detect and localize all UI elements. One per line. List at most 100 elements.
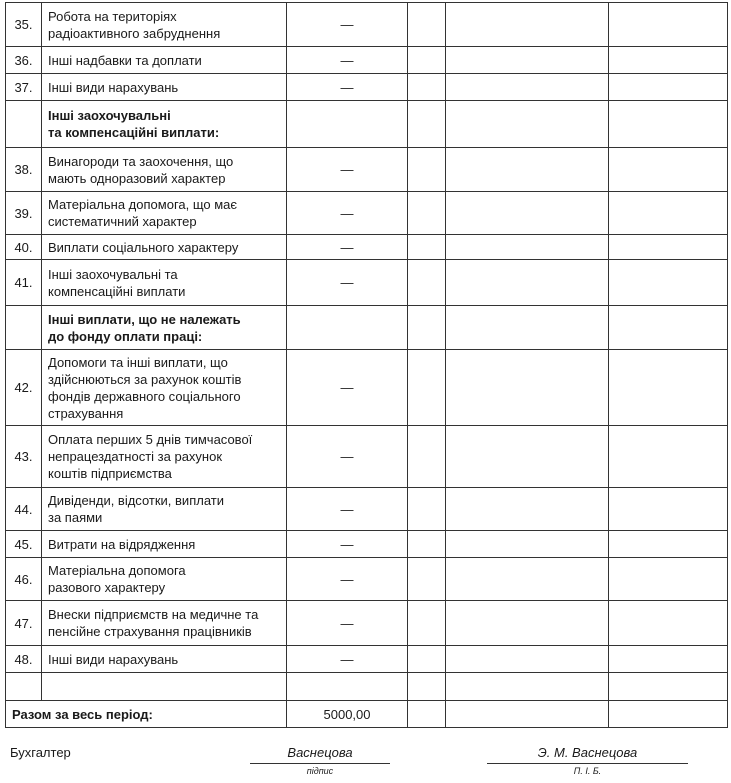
empty-cell — [407, 672, 446, 701]
empty-cell — [445, 700, 609, 728]
row-value: — — [286, 73, 408, 101]
row-value: — — [286, 191, 408, 235]
empty-cell — [445, 487, 609, 531]
empty-cell — [407, 645, 446, 673]
row-value: — — [286, 147, 408, 192]
row-value: — — [286, 530, 408, 558]
row-value: — — [286, 425, 408, 488]
total-row: Разом за весь період: 5000,00 — [5, 700, 728, 728]
row-label: Виплати соціального характеру — [41, 234, 287, 260]
empty-cell — [407, 259, 446, 306]
empty-cell — [608, 530, 728, 558]
empty-cell — [445, 234, 609, 260]
row-value: — — [286, 46, 408, 74]
name-caption: П. І. Б. — [573, 766, 602, 776]
table-row: 42. Допомоги та інші виплати, що здійснюют… — [5, 349, 728, 426]
row-number: 40. — [5, 234, 42, 260]
row-label: Інші заохочувальні та компенсаційні випла… — [41, 259, 287, 306]
name-line — [487, 763, 688, 764]
table-row: 46. Матеріальна допомога разового характер… — [5, 557, 728, 601]
row-value: — — [286, 487, 408, 531]
empty-cell — [445, 46, 609, 74]
row-label: Допомоги та інші виплати, що здійснюються… — [41, 349, 287, 426]
row-label: Робота на територіях радіоактивного забру… — [41, 2, 287, 47]
row-number: 45. — [5, 530, 42, 558]
signature-caption: підпис — [306, 766, 334, 776]
row-value — [286, 305, 408, 350]
table-row: 39. Матеріальна допомога, що має системати… — [5, 191, 728, 235]
empty-cell — [445, 530, 609, 558]
empty-cell — [407, 600, 446, 646]
row-label: Дивіденди, відсотки, виплати за паями — [41, 487, 287, 531]
empty-cell — [407, 234, 446, 260]
payroll-table: 35. Робота на територіях радіоактивного за… — [5, 2, 728, 728]
row-label: Інші надбавки та доплати — [41, 46, 287, 74]
empty-cell — [407, 700, 446, 728]
section-header-row: Інші виплати, що не належать до фонду опл… — [5, 305, 728, 350]
empty-cell — [445, 672, 609, 701]
row-label: Витрати на відрядження — [41, 530, 287, 558]
empty-cell — [407, 305, 446, 350]
table-row: 37. Інші види нарахувань — — [5, 73, 728, 101]
row-number: 36. — [5, 46, 42, 74]
signature-line — [250, 763, 390, 764]
row-value: — — [286, 557, 408, 601]
row-number: 42. — [5, 349, 42, 426]
total-value: 5000,00 — [286, 700, 408, 728]
empty-cell — [608, 73, 728, 101]
empty-cell — [608, 349, 728, 426]
empty-cell — [445, 557, 609, 601]
row-value: — — [286, 2, 408, 47]
empty-cell — [608, 600, 728, 646]
row-value: — — [286, 259, 408, 306]
table-row: 36. Інші надбавки та доплати — — [5, 46, 728, 74]
row-value — [286, 672, 408, 701]
empty-cell — [608, 147, 728, 192]
empty-cell — [407, 557, 446, 601]
total-label: Разом за весь період: — [5, 700, 287, 728]
row-number: 39. — [5, 191, 42, 235]
row-label: Інші виплати, що не належать до фонду опл… — [41, 305, 287, 350]
row-value: — — [286, 349, 408, 426]
row-number: 43. — [5, 425, 42, 488]
table-row: 41. Інші заохочувальні та компенсаційні ви… — [5, 259, 728, 306]
empty-cell — [608, 645, 728, 673]
empty-cell — [407, 73, 446, 101]
table-row: 47. Внески підприємств на медичне та пенсі… — [5, 600, 728, 646]
empty-cell — [608, 2, 728, 47]
empty-cell — [445, 349, 609, 426]
row-label: Інші види нарахувань — [41, 645, 287, 673]
role-label: Бухгалтер — [10, 745, 71, 760]
row-number: 38. — [5, 147, 42, 192]
empty-cell — [608, 191, 728, 235]
row-value — [286, 100, 408, 148]
empty-cell — [407, 100, 446, 148]
row-number: 37. — [5, 73, 42, 101]
row-number: 44. — [5, 487, 42, 531]
empty-cell — [407, 2, 446, 47]
empty-cell — [608, 487, 728, 531]
row-label: Інші види нарахувань — [41, 73, 287, 101]
table-row: 45. Витрати на відрядження — — [5, 530, 728, 558]
empty-cell — [407, 530, 446, 558]
empty-cell — [445, 2, 609, 47]
row-label: Винагороди та заохочення, що мають однора… — [41, 147, 287, 192]
row-number — [5, 305, 42, 350]
empty-cell — [407, 46, 446, 74]
table-row: 43. Оплата перших 5 днів тимчасової непрац… — [5, 425, 728, 488]
empty-cell — [608, 259, 728, 306]
empty-cell — [407, 487, 446, 531]
empty-cell — [407, 191, 446, 235]
row-value: — — [286, 645, 408, 673]
empty-cell — [445, 73, 609, 101]
table-row: 40. Виплати соціального характеру — — [5, 234, 728, 260]
row-label: Матеріальна допомога разового характеру — [41, 557, 287, 601]
row-label: Матеріальна допомога, що має систематични… — [41, 191, 287, 235]
empty-cell — [445, 600, 609, 646]
empty-cell — [608, 425, 728, 488]
row-number — [5, 100, 42, 148]
row-label — [41, 672, 287, 701]
empty-cell — [445, 100, 609, 148]
empty-cell — [608, 672, 728, 701]
row-value: — — [286, 600, 408, 646]
